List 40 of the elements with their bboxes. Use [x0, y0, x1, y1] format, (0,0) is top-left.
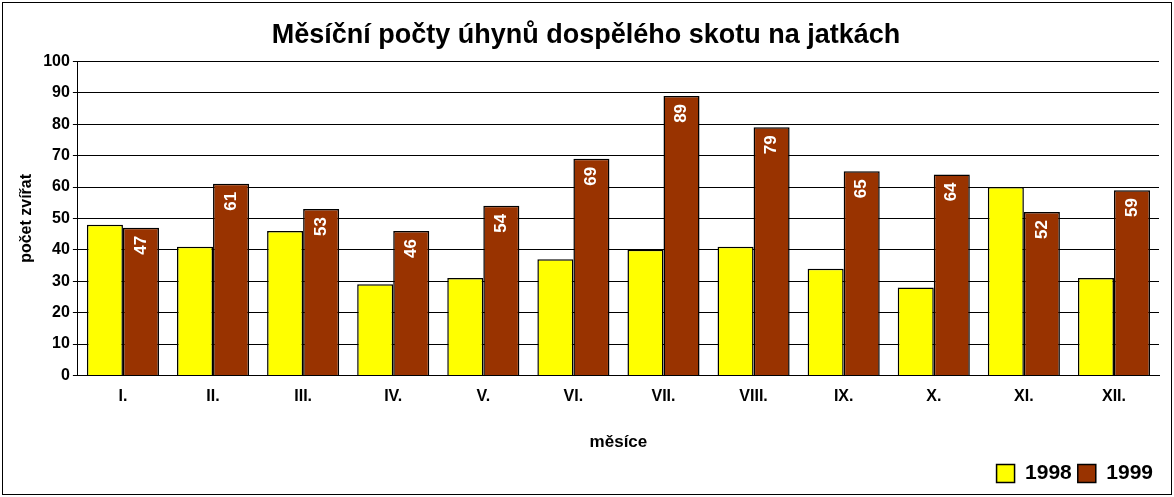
y-tick-label: 40 [52, 240, 70, 258]
x-tick-label: V. [476, 387, 491, 405]
x-tick-label: I. [118, 387, 128, 405]
y-tick-label: 30 [52, 271, 70, 289]
x-tick-label: VI. [563, 387, 584, 405]
x-tick-label: IX. [833, 387, 854, 405]
legend-label: 1999 [1106, 460, 1153, 484]
data-label: 64 [941, 181, 961, 202]
y-tick-label: 60 [52, 177, 70, 195]
data-label: 59 [1121, 198, 1141, 218]
legend-label: 1998 [1025, 460, 1073, 484]
data-label: 79 [761, 135, 781, 155]
data-label: 46 [400, 238, 420, 258]
y-axis-title: počet zvířat [17, 173, 35, 263]
x-tick-label: IV. [384, 387, 403, 405]
y-tick-label: 0 [60, 365, 70, 383]
data-label: 47 [130, 235, 150, 255]
data-label: 61 [220, 191, 240, 211]
y-tick-label: 100 [43, 51, 70, 69]
y-tick-label: 10 [52, 334, 70, 352]
x-tick-label: X. [926, 387, 942, 405]
data-label: 53 [310, 216, 330, 236]
y-tick-label: 80 [52, 114, 70, 132]
x-tick-label: XI. [1014, 387, 1034, 405]
y-tick-label: 20 [52, 303, 70, 321]
x-tick-label: VII. [651, 387, 676, 405]
x-axis-title: měsíce [589, 432, 648, 452]
x-tick-label: XII. [1101, 387, 1126, 405]
data-label: 89 [671, 103, 691, 123]
y-tick-label: 70 [52, 146, 70, 164]
y-tick-label: 50 [52, 208, 70, 226]
data-label: 69 [581, 166, 601, 186]
x-tick-label: III. [294, 387, 313, 405]
x-tick-label: II. [206, 387, 220, 405]
x-tick-label: VIII. [739, 387, 768, 405]
data-label: 54 [491, 213, 511, 233]
chart-title: Měsíční počty úhynů dospělého skotu na jatkách [271, 18, 901, 49]
data-label: 65 [851, 179, 871, 199]
data-label: 52 [1031, 220, 1051, 240]
y-tick-label: 90 [52, 83, 70, 101]
